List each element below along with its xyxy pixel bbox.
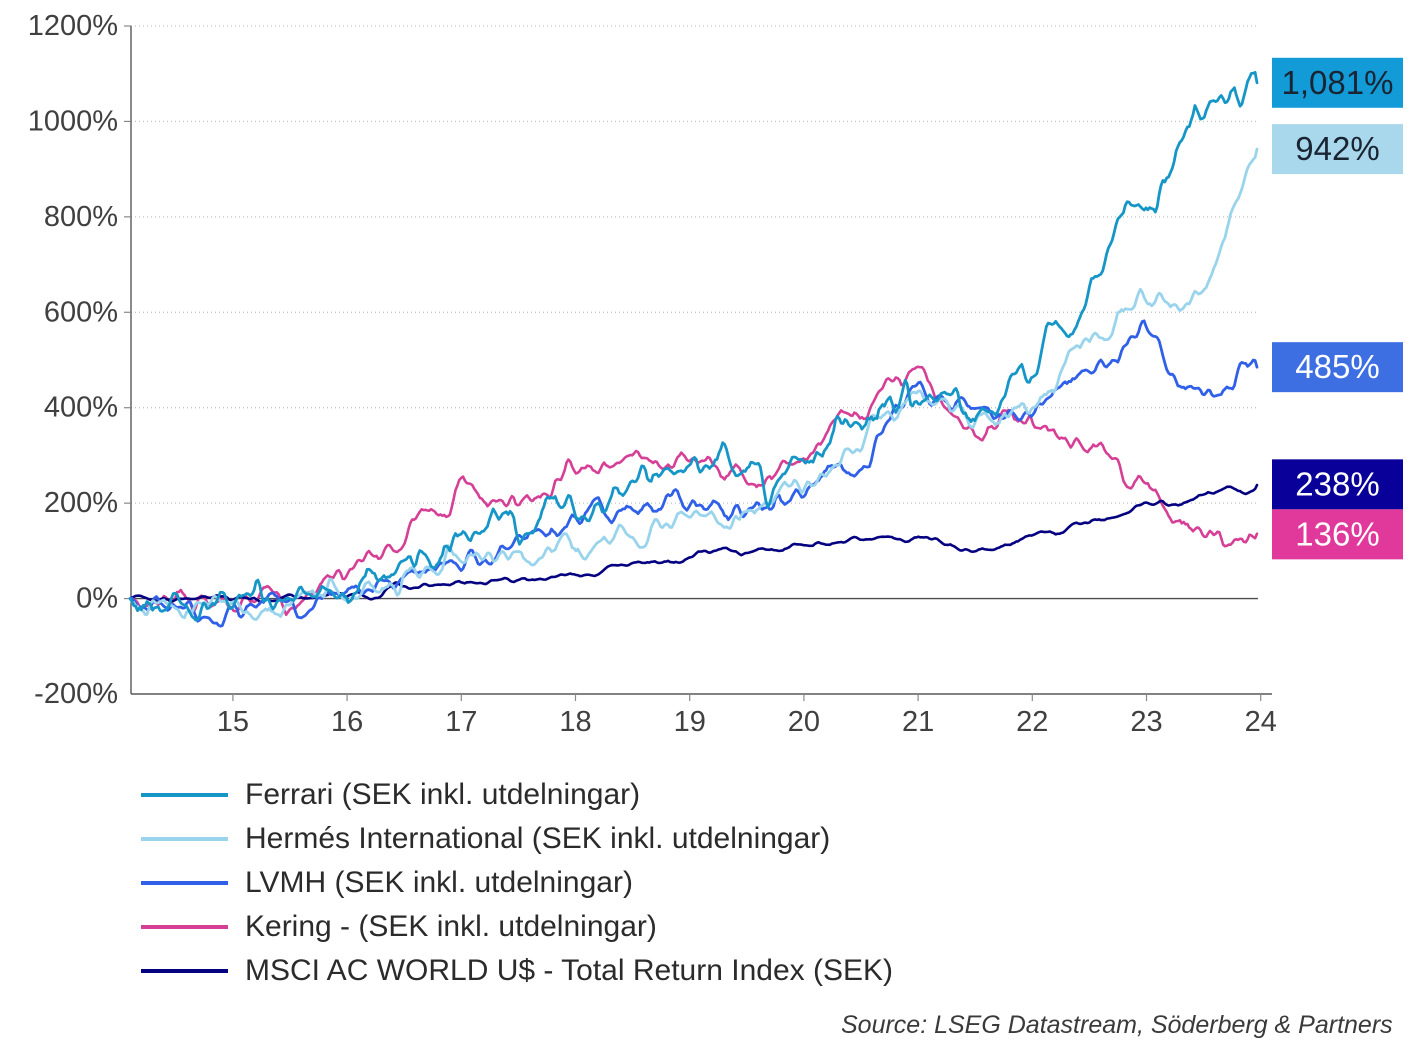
svg-text:942%: 942% bbox=[1295, 130, 1379, 167]
svg-text:600%: 600% bbox=[44, 296, 118, 328]
svg-text:24: 24 bbox=[1245, 706, 1277, 738]
svg-text:238%: 238% bbox=[1295, 465, 1379, 502]
svg-text:200%: 200% bbox=[44, 487, 118, 519]
svg-text:485%: 485% bbox=[1295, 348, 1379, 385]
svg-text:1000%: 1000% bbox=[28, 105, 118, 137]
svg-text:23: 23 bbox=[1130, 706, 1162, 738]
svg-text:1,081%: 1,081% bbox=[1282, 64, 1394, 101]
svg-text:16: 16 bbox=[331, 706, 363, 738]
svg-text:18: 18 bbox=[559, 706, 591, 738]
svg-text:0%: 0% bbox=[76, 583, 118, 615]
svg-text:19: 19 bbox=[674, 706, 706, 738]
svg-text:22: 22 bbox=[1016, 706, 1048, 738]
svg-text:21: 21 bbox=[902, 706, 934, 738]
svg-text:17: 17 bbox=[445, 706, 477, 738]
svg-text:-200%: -200% bbox=[34, 678, 118, 710]
svg-text:136%: 136% bbox=[1295, 515, 1379, 552]
svg-text:1200%: 1200% bbox=[28, 10, 118, 42]
svg-text:800%: 800% bbox=[44, 201, 118, 233]
svg-text:400%: 400% bbox=[44, 392, 118, 424]
svg-text:20: 20 bbox=[788, 706, 820, 738]
svg-text:15: 15 bbox=[217, 706, 249, 738]
